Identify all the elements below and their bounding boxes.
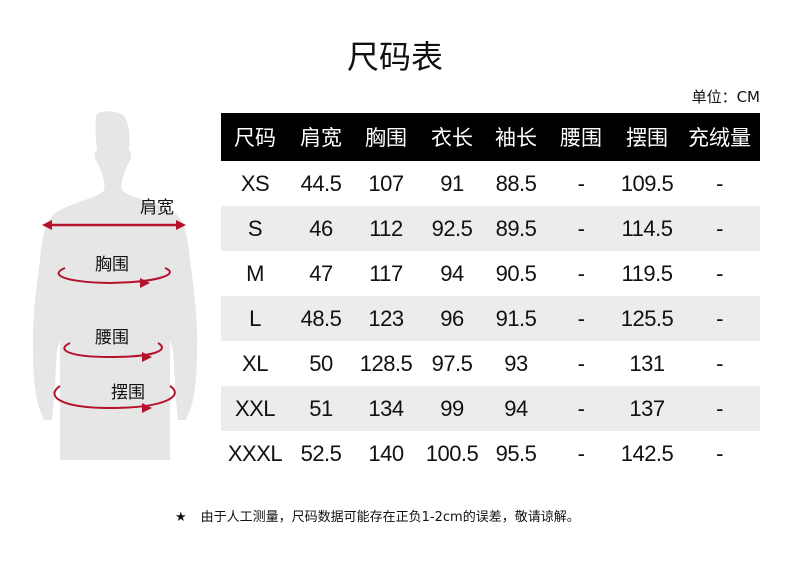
table-cell: 50 bbox=[309, 350, 333, 376]
column-header: 摆围 bbox=[615, 113, 679, 161]
table-cell: M bbox=[246, 260, 264, 286]
table-cell: - bbox=[547, 206, 615, 251]
table-cell: 47 bbox=[309, 260, 333, 286]
table-cell: - bbox=[577, 170, 585, 196]
table-cell: - bbox=[716, 260, 723, 286]
table-cell: 88.5 bbox=[495, 170, 537, 196]
table-cell: 90.5 bbox=[495, 260, 537, 286]
page-title: 尺码表 bbox=[346, 38, 443, 76]
table-cell: - bbox=[577, 350, 585, 376]
table-cell: - bbox=[679, 206, 760, 251]
hem-arrow bbox=[53, 385, 176, 413]
table-cell: 112 bbox=[353, 206, 419, 251]
table-cell: 46 bbox=[289, 206, 353, 251]
table-cell: 128.5 bbox=[359, 350, 413, 376]
label-hem: 摆围 bbox=[111, 383, 145, 403]
table-row: XL 50 128.5 97.5 93 - 131 - bbox=[221, 341, 760, 386]
table-cell: L bbox=[221, 296, 289, 341]
table-cell: 95.5 bbox=[495, 440, 537, 466]
table-cell: - bbox=[577, 260, 585, 286]
star-icon: ★ bbox=[175, 510, 187, 525]
table-row: L 48.5 123 96 91.5-125.5- bbox=[221, 296, 760, 341]
table-cell: 137 bbox=[615, 386, 679, 431]
table-cell: 93 bbox=[504, 350, 528, 376]
table-cell: - bbox=[716, 170, 723, 196]
table-cell: XL bbox=[242, 350, 268, 376]
table-cell: 97.5 bbox=[431, 350, 473, 376]
table-cell: 134 bbox=[353, 386, 419, 431]
table-cell: - bbox=[577, 440, 585, 466]
table-cell: 140 bbox=[368, 440, 404, 466]
table-cell: 94 bbox=[440, 260, 464, 286]
table-row: XXL 51 134 99 94-137- bbox=[221, 386, 760, 431]
table-cell: 117 bbox=[369, 260, 403, 286]
table-cell: 91.5 bbox=[485, 296, 547, 341]
table-cell: 48.5 bbox=[289, 296, 353, 341]
table-row: XXXL 52.5 140 100.5 95.5 - 142.5 - bbox=[221, 431, 760, 476]
table-cell: XS bbox=[240, 170, 270, 196]
column-header: 肩宽 bbox=[289, 113, 353, 161]
table-cell: S bbox=[221, 206, 289, 251]
table-cell: 109.5 bbox=[620, 170, 674, 196]
table-header-row: 尺码 肩宽 胸围 衣长 袖长 腰围 摆围 充绒量 bbox=[221, 113, 760, 161]
table-cell: 52.5 bbox=[300, 440, 342, 466]
size-table: 尺码 肩宽 胸围 衣长 袖长 腰围 摆围 充绒量 XS 44.5 107 91 88.5-109.5-… bbox=[221, 113, 760, 476]
table-cell: 114.5 bbox=[615, 206, 679, 251]
table-cell: 89.5 bbox=[485, 206, 547, 251]
column-header: 充绒量 bbox=[679, 113, 760, 161]
label-waist: 腰围 bbox=[95, 328, 129, 348]
column-header: 腰围 bbox=[547, 113, 615, 161]
column-header: 衣长 bbox=[419, 113, 485, 161]
body-measurement-figure bbox=[32, 111, 198, 460]
table-cell: 96 bbox=[419, 296, 485, 341]
table-cell: 51 bbox=[289, 386, 353, 431]
table-cell: 142.5 bbox=[620, 440, 674, 466]
table-cell: 94 bbox=[485, 386, 547, 431]
column-header: 尺码 bbox=[221, 113, 289, 161]
table-cell: 44.5 bbox=[300, 170, 342, 196]
table-cell: - bbox=[716, 440, 723, 466]
table-cell: - bbox=[716, 350, 723, 376]
disclaimer-text: 由于人工测量，尺码数据可能存在正负1-2cm的误差，敬请谅解。 bbox=[200, 510, 580, 525]
table-cell: XXL bbox=[221, 386, 289, 431]
table-cell: 123 bbox=[353, 296, 419, 341]
shoulder-arrow bbox=[42, 220, 186, 230]
body-silhouette bbox=[32, 111, 198, 460]
table-cell: 107 bbox=[368, 170, 404, 196]
table-cell: XXXL bbox=[227, 440, 283, 466]
table-cell: 91 bbox=[440, 170, 464, 196]
table-cell: - bbox=[679, 296, 760, 341]
table-cell: - bbox=[679, 386, 760, 431]
table-cell: 100.5 bbox=[425, 440, 479, 466]
table-cell: 99 bbox=[419, 386, 485, 431]
column-header: 袖长 bbox=[485, 113, 547, 161]
table-cell: 92.5 bbox=[419, 206, 485, 251]
table-row: M 47 117 94 90.5 - 119.5 - bbox=[221, 251, 760, 296]
column-header: 胸围 bbox=[353, 113, 419, 161]
table-row: XS 44.5 107 91 88.5 - 109.5 - bbox=[221, 161, 760, 206]
table-row: S 46 112 92.5 89.5-114.5- bbox=[221, 206, 760, 251]
table-cell: 119.5 bbox=[621, 260, 673, 286]
label-shoulder: 肩宽 bbox=[140, 198, 174, 218]
label-chest: 胸围 bbox=[95, 255, 129, 275]
unit-label: 单位：CM bbox=[691, 88, 760, 106]
waist-arrow bbox=[63, 342, 163, 362]
table-cell: 131 bbox=[629, 350, 665, 376]
table-cell: - bbox=[547, 296, 615, 341]
chest-arrow bbox=[57, 267, 171, 288]
table-cell: - bbox=[547, 386, 615, 431]
disclaimer-note: ★ 由于人工测量，尺码数据可能存在正负1-2cm的误差，敬请谅解。 bbox=[175, 506, 580, 525]
table-cell: 125.5 bbox=[615, 296, 679, 341]
